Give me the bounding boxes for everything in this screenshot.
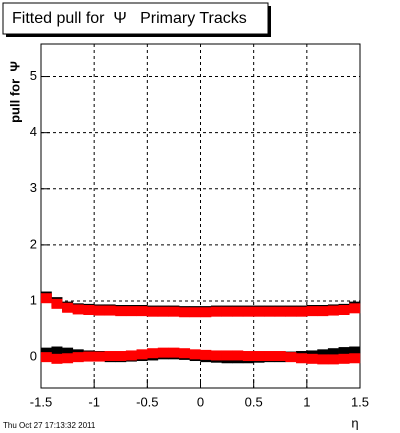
- marker: [157, 306, 169, 317]
- marker: [221, 306, 233, 317]
- y-tick-label: 0: [30, 349, 37, 364]
- marker: [200, 349, 212, 360]
- y-tick-label: 2: [30, 236, 37, 251]
- marker: [338, 353, 350, 364]
- marker: [189, 349, 201, 360]
- marker: [327, 354, 339, 365]
- marker: [232, 306, 244, 317]
- marker: [264, 351, 276, 362]
- marker: [72, 304, 84, 315]
- marker: [317, 354, 329, 365]
- y-tick-label: 5: [30, 68, 37, 83]
- x-tick-label: -1: [88, 394, 100, 409]
- marker: [51, 353, 63, 364]
- marker: [104, 305, 116, 316]
- marker: [62, 353, 74, 364]
- marker: [115, 306, 127, 317]
- marker: [136, 306, 148, 317]
- marker: [189, 307, 201, 318]
- marker: [147, 306, 159, 317]
- marker: [125, 306, 137, 317]
- marker: [104, 351, 116, 362]
- marker: [93, 305, 105, 316]
- marker: [264, 306, 276, 317]
- marker: [338, 347, 350, 358]
- marker: [285, 352, 297, 363]
- marker: [242, 306, 254, 317]
- marker: [168, 306, 180, 317]
- marker: [221, 350, 233, 361]
- marker: [338, 304, 350, 315]
- marker: [306, 306, 318, 317]
- marker: [62, 302, 74, 313]
- marker: [93, 351, 105, 362]
- marker: [296, 353, 308, 364]
- marker: [147, 348, 159, 359]
- marker: [51, 298, 63, 309]
- x-tick-label: 0: [197, 394, 204, 409]
- marker: [285, 306, 297, 317]
- marker: [115, 351, 127, 362]
- marker: [327, 348, 339, 359]
- y-tick-label: 3: [30, 180, 37, 195]
- x-tick-label: 1.5: [351, 394, 369, 409]
- marker: [179, 348, 191, 359]
- marker: [210, 306, 222, 317]
- marker: [83, 351, 95, 362]
- marker: [125, 350, 137, 361]
- marker: [168, 347, 180, 358]
- y-tick-label: 1: [30, 292, 37, 307]
- marker: [136, 349, 148, 360]
- marker: [40, 293, 52, 304]
- x-tick-label: 0.5: [245, 394, 263, 409]
- marker: [317, 349, 329, 360]
- marker: [157, 347, 169, 358]
- marker: [179, 307, 191, 318]
- plot-frame: [40, 43, 361, 389]
- title-box: [2, 2, 269, 35]
- marker: [253, 351, 265, 362]
- chart-title: Fitted pull for Ψ Primary Tracks: [12, 10, 247, 27]
- y-axis-label: pull for Ψ: [7, 61, 22, 123]
- x-axis-label: η: [351, 415, 358, 430]
- marker: [306, 353, 318, 364]
- marker: [349, 303, 361, 314]
- marker: [62, 347, 74, 358]
- x-tick-label: -1.5: [30, 394, 52, 409]
- marker: [83, 304, 95, 315]
- marker: [200, 307, 212, 318]
- marker: [274, 306, 286, 317]
- marker: [274, 351, 286, 362]
- marker: [327, 305, 339, 316]
- timestamp: Thu Oct 27 17:13:32 2011: [3, 421, 96, 430]
- x-tick-label: 1: [303, 394, 310, 409]
- y-tick-label: 4: [30, 124, 37, 139]
- marker: [210, 350, 222, 361]
- marker: [349, 353, 361, 364]
- marker: [317, 306, 329, 317]
- marker: [349, 346, 361, 357]
- marker: [72, 352, 84, 363]
- x-tick-label: -0.5: [136, 394, 158, 409]
- marker: [40, 352, 52, 363]
- marker: [296, 306, 308, 317]
- marker: [253, 306, 265, 317]
- marker: [51, 346, 63, 357]
- marker: [242, 351, 254, 362]
- marker: [232, 350, 244, 361]
